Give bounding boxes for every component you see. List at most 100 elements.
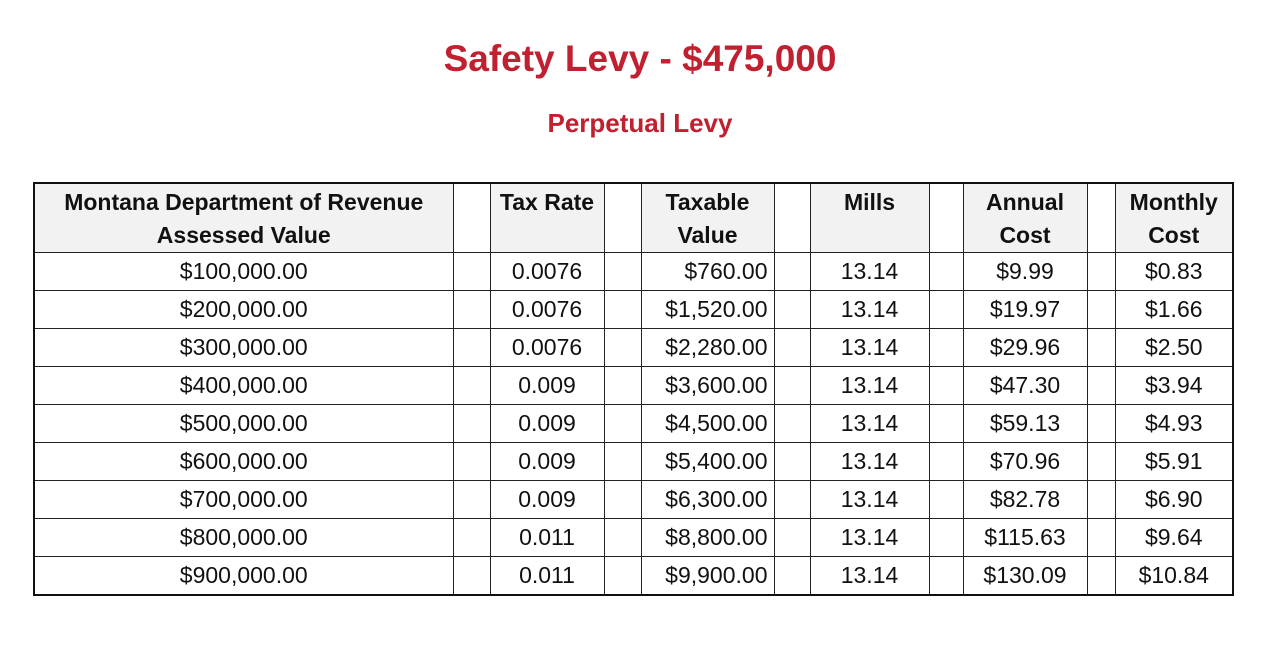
spacer-cell: [452, 290, 491, 329]
spacer-cell: [603, 366, 642, 405]
spacer-cell: [773, 518, 811, 557]
cell-rate: 0.009: [489, 480, 605, 519]
cell-monthly: $3.94: [1114, 366, 1234, 405]
cell-assessed: $200,000.00: [33, 290, 454, 329]
table-row: $600,000.00 0.009 $5,400.00 13.14 $70.96 $5.9…: [33, 442, 1234, 481]
cell-assessed: $700,000.00: [33, 480, 454, 519]
spacer-cell: [928, 252, 964, 291]
page-subtitle: Perpetual Levy: [547, 108, 733, 138]
cell-monthly: $2.50: [1114, 328, 1234, 367]
header-row: Montana Department of Revenue Assessed Va…: [33, 182, 1234, 253]
spacer-cell: [452, 252, 491, 291]
spacer-cell: [928, 328, 964, 367]
cell-taxable: $760.00: [640, 252, 775, 291]
cell-annual: $47.30: [962, 366, 1088, 405]
spacer-cell: [773, 328, 811, 367]
cell-assessed: $100,000.00: [33, 252, 454, 291]
spacer-cell: [1086, 182, 1116, 253]
spacer-cell: [928, 518, 964, 557]
cell-taxable: $8,800.00: [640, 518, 775, 557]
cell-rate: 0.0076: [489, 290, 605, 329]
cell-annual: $82.78: [962, 480, 1088, 519]
cell-monthly: $10.84: [1114, 556, 1234, 596]
spacer-cell: [773, 556, 811, 596]
table-row: $100,000.00 0.0076 $760.00 13.14 $9.99 $0.83: [33, 252, 1234, 291]
spacer-cell: [603, 556, 642, 596]
header-mills: Mills: [809, 182, 930, 253]
cell-mills: 13.14: [809, 366, 930, 405]
cell-taxable: $6,300.00: [640, 480, 775, 519]
spacer-cell: [928, 556, 964, 596]
spacer-cell: [928, 480, 964, 519]
cell-monthly: $6.90: [1114, 480, 1234, 519]
spacer-cell: [603, 404, 642, 443]
spacer-cell: [928, 182, 964, 253]
spacer-cell: [452, 328, 491, 367]
spacer-cell: [1086, 252, 1116, 291]
cell-assessed: $300,000.00: [33, 328, 454, 367]
spacer-cell: [603, 442, 642, 481]
cell-annual: $29.96: [962, 328, 1088, 367]
cell-mills: 13.14: [809, 404, 930, 443]
spacer-cell: [928, 404, 964, 443]
cell-assessed: $900,000.00: [33, 556, 454, 596]
header-annual-cost: Annual Cost: [962, 182, 1088, 253]
header-taxable-value: Taxable Value: [640, 182, 775, 253]
spacer-cell: [452, 404, 491, 443]
cell-mills: 13.14: [809, 290, 930, 329]
cell-annual: $59.13: [962, 404, 1088, 443]
spacer-cell: [773, 290, 811, 329]
spacer-cell: [603, 182, 642, 253]
spacer-cell: [773, 404, 811, 443]
table-row: $800,000.00 0.011 $8,800.00 13.14 $115.63 $9.…: [33, 518, 1234, 557]
spacer-cell: [1086, 518, 1116, 557]
spacer-cell: [1086, 290, 1116, 329]
cell-assessed: $500,000.00: [33, 404, 454, 443]
spacer-cell: [773, 442, 811, 481]
cell-annual: $115.63: [962, 518, 1088, 557]
spacer-cell: [928, 366, 964, 405]
cell-rate: 0.011: [489, 518, 605, 557]
cell-taxable: $4,500.00: [640, 404, 775, 443]
cell-mills: 13.14: [809, 518, 930, 557]
spacer-cell: [603, 328, 642, 367]
cell-monthly: $5.91: [1114, 442, 1234, 481]
table-row: $500,000.00 0.009 $4,500.00 13.14 $59.13 $4.9…: [33, 404, 1234, 443]
cell-assessed: $400,000.00: [33, 366, 454, 405]
header-tax-rate: Tax Rate: [489, 182, 605, 253]
cell-monthly: $1.66: [1114, 290, 1234, 329]
spacer-cell: [603, 290, 642, 329]
cell-monthly: $0.83: [1114, 252, 1234, 291]
cell-annual: $19.97: [962, 290, 1088, 329]
spacer-cell: [1086, 328, 1116, 367]
cell-rate: 0.009: [489, 442, 605, 481]
spacer-cell: [773, 366, 811, 405]
cell-assessed: $800,000.00: [33, 518, 454, 557]
spacer-cell: [1086, 480, 1116, 519]
cell-assessed: $600,000.00: [33, 442, 454, 481]
cell-annual: $130.09: [962, 556, 1088, 596]
table-row: $400,000.00 0.009 $3,600.00 13.14 $47.30 $3.9…: [33, 366, 1234, 405]
table-row: $900,000.00 0.011 $9,900.00 13.14 $130.09 $10…: [33, 556, 1234, 596]
spacer-cell: [603, 480, 642, 519]
spacer-cell: [452, 480, 491, 519]
spacer-cell: [1086, 442, 1116, 481]
spacer-cell: [773, 480, 811, 519]
cell-monthly: $4.93: [1114, 404, 1234, 443]
page-title: Safety Levy - $475,000: [443, 38, 837, 79]
cell-taxable: $3,600.00: [640, 366, 775, 405]
cell-rate: 0.009: [489, 404, 605, 443]
header-assessed-value: Montana Department of Revenue Assessed Va…: [33, 182, 454, 253]
cell-rate: 0.009: [489, 366, 605, 405]
spacer-cell: [1086, 366, 1116, 405]
spacer-cell: [452, 366, 491, 405]
spacer-cell: [1086, 556, 1116, 596]
cell-taxable: $2,280.00: [640, 328, 775, 367]
spacer-cell: [603, 518, 642, 557]
cell-taxable: $9,900.00: [640, 556, 775, 596]
cell-annual: $9.99: [962, 252, 1088, 291]
levy-table: Montana Department of Revenue Assessed Va…: [33, 182, 1234, 596]
cell-mills: 13.14: [809, 480, 930, 519]
header-monthly-cost: Monthly Cost: [1114, 182, 1234, 253]
spacer-cell: [452, 518, 491, 557]
